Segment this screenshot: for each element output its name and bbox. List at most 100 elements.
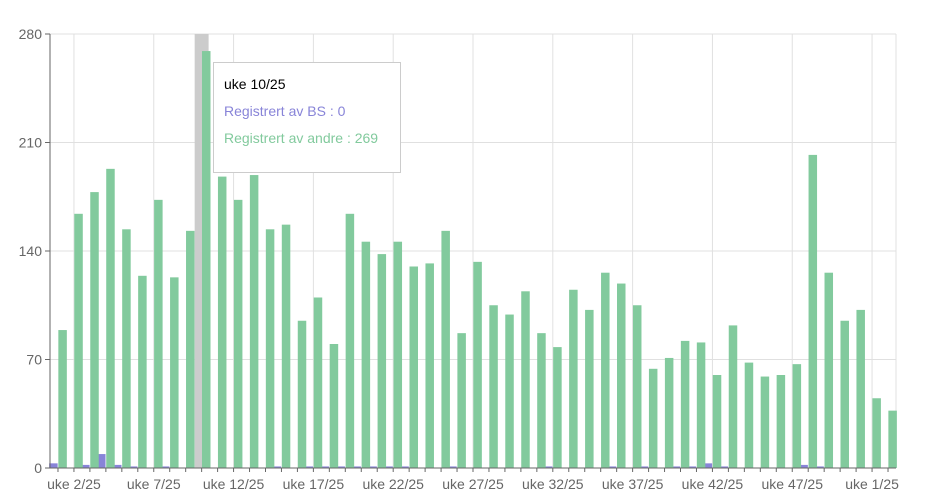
bar-registrert-av-andre[interactable] bbox=[872, 398, 881, 468]
bar-registrert-av-andre[interactable] bbox=[329, 344, 339, 468]
bar-registrert-av-andre[interactable] bbox=[106, 168, 115, 468]
bar-registrert-av-andre[interactable] bbox=[74, 213, 83, 468]
bar-registrert-av-bs[interactable] bbox=[671, 466, 681, 468]
bar-registrert-av-andre[interactable] bbox=[840, 320, 849, 468]
bar-registrert-av-bs[interactable] bbox=[543, 466, 553, 468]
bar-registrert-av-andre[interactable] bbox=[760, 376, 770, 468]
bar-registrert-av-andre[interactable] bbox=[186, 230, 195, 468]
tooltip-line-bs: Registrert av BS : 0 bbox=[224, 103, 346, 119]
bar-registrert-av-bs[interactable] bbox=[336, 466, 345, 468]
x-tick-label: uke 1/25 bbox=[845, 476, 899, 492]
bar-registrert-av-andre[interactable] bbox=[569, 289, 578, 468]
x-tick-label: uke 27/25 bbox=[442, 476, 504, 492]
bar-registrert-av-bs[interactable] bbox=[719, 466, 729, 468]
bar-registrert-av-andre[interactable] bbox=[632, 305, 642, 468]
bar-registrert-av-andre[interactable] bbox=[505, 314, 514, 468]
tooltip-line-andre: Registrert av andre : 269 bbox=[224, 130, 379, 146]
bar-registrert-av-andre[interactable] bbox=[776, 375, 786, 468]
tooltip-title: uke 10/25 bbox=[224, 76, 286, 92]
bar-registrert-av-bs[interactable] bbox=[703, 463, 713, 468]
bar-registrert-av-andre[interactable] bbox=[393, 241, 403, 468]
bar-registrert-av-andre[interactable] bbox=[712, 375, 722, 468]
x-tick-label: uke 2/25 bbox=[47, 476, 101, 492]
bar-registrert-av-bs[interactable] bbox=[352, 466, 361, 468]
bar-registrert-av-andre[interactable] bbox=[553, 347, 562, 468]
bar-registrert-av-andre[interactable] bbox=[489, 305, 498, 468]
bar-registrert-av-andre[interactable] bbox=[281, 224, 291, 468]
bar-registrert-av-andre[interactable] bbox=[585, 309, 594, 468]
bar-registrert-av-bs[interactable] bbox=[400, 466, 409, 468]
bar-registrert-av-bs[interactable] bbox=[112, 464, 122, 468]
bar-registrert-av-bs[interactable] bbox=[607, 466, 617, 468]
bar-registrert-av-andre[interactable] bbox=[297, 320, 307, 468]
bar-registrert-av-bs[interactable] bbox=[799, 464, 808, 468]
chart-tooltip: uke 10/25 Registrert av BS : 0 Registrer… bbox=[213, 62, 401, 173]
x-tick-label: uke 12/25 bbox=[203, 476, 265, 492]
bar-registrert-av-bs[interactable] bbox=[128, 466, 138, 468]
bar-registrert-av-bs[interactable] bbox=[639, 466, 649, 468]
bar-registrert-av-andre[interactable] bbox=[58, 330, 67, 468]
bar-registrert-av-andre[interactable] bbox=[648, 368, 658, 468]
bar-registrert-av-andre[interactable] bbox=[696, 342, 706, 468]
x-tick-label: uke 7/25 bbox=[127, 476, 181, 492]
bar-registrert-av-andre[interactable] bbox=[138, 275, 147, 468]
bar-registrert-av-andre[interactable] bbox=[537, 333, 546, 468]
y-tick-label: 280 bbox=[19, 26, 43, 42]
x-tick-label: uke 17/25 bbox=[283, 476, 345, 492]
bar-registrert-av-bs[interactable] bbox=[320, 466, 329, 468]
y-tick-label: 70 bbox=[26, 352, 42, 368]
bar-registrert-av-bs[interactable] bbox=[97, 454, 106, 468]
bar-registrert-av-andre[interactable] bbox=[170, 277, 179, 468]
bar-registrert-av-andre[interactable] bbox=[409, 266, 419, 469]
bar-registrert-av-andre[interactable] bbox=[824, 272, 834, 468]
bar-registrert-av-bs[interactable] bbox=[49, 463, 58, 468]
bar-registrert-av-bs[interactable] bbox=[384, 466, 393, 468]
bar-registrert-av-andre[interactable] bbox=[521, 291, 530, 468]
bar-registrert-av-andre[interactable] bbox=[473, 261, 482, 468]
x-tick-label: uke 37/25 bbox=[602, 476, 664, 492]
bars-layer bbox=[49, 51, 897, 469]
y-tick-label: 210 bbox=[19, 135, 43, 151]
bar-registrert-av-andre[interactable] bbox=[249, 175, 259, 469]
bar-registrert-av-andre[interactable] bbox=[201, 51, 211, 469]
bar-registrert-av-andre[interactable] bbox=[664, 357, 674, 468]
bar-registrert-av-bs[interactable] bbox=[160, 466, 170, 468]
bar-registrert-av-andre[interactable] bbox=[377, 254, 387, 468]
bar-registrert-av-bs[interactable] bbox=[448, 466, 457, 468]
y-tick-label: 0 bbox=[34, 460, 42, 476]
bar-registrert-av-andre[interactable] bbox=[313, 297, 323, 469]
bar-registrert-av-andre[interactable] bbox=[808, 154, 818, 468]
bar-registrert-av-andre[interactable] bbox=[345, 213, 355, 468]
bar-registrert-av-andre[interactable] bbox=[265, 229, 275, 468]
y-tick-label: 140 bbox=[19, 243, 43, 259]
bar-registrert-av-andre[interactable] bbox=[233, 199, 243, 468]
bar-registrert-av-bs[interactable] bbox=[81, 464, 90, 468]
x-tick-label: uke 32/25 bbox=[522, 476, 584, 492]
bar-registrert-av-andre[interactable] bbox=[601, 272, 610, 468]
bar-registrert-av-andre[interactable] bbox=[856, 309, 865, 468]
bar-registrert-av-andre[interactable] bbox=[617, 283, 626, 468]
bar-registrert-av-bs[interactable] bbox=[304, 466, 314, 468]
axis-layer: 0 70 140 210 280 uke 2/25 uke 7/25 uke 12/25 uke… bbox=[19, 26, 899, 492]
bar-registrert-av-bs[interactable] bbox=[815, 466, 824, 468]
bar-registrert-av-bs[interactable] bbox=[272, 466, 282, 468]
bar-registrert-av-andre[interactable] bbox=[457, 333, 466, 468]
bar-registrert-av-andre[interactable] bbox=[154, 199, 163, 468]
x-tick-label: uke 42/25 bbox=[682, 476, 744, 492]
bar-registrert-av-andre[interactable] bbox=[425, 263, 434, 468]
bar-registrert-av-andre[interactable] bbox=[122, 229, 131, 468]
bar-registrert-av-andre[interactable] bbox=[441, 230, 450, 468]
bar-registrert-av-andre[interactable] bbox=[90, 192, 99, 468]
bar-registrert-av-andre[interactable] bbox=[217, 176, 227, 468]
x-tick-label: uke 47/25 bbox=[761, 476, 823, 492]
bar-registrert-av-andre[interactable] bbox=[728, 325, 738, 468]
bar-registrert-av-bs[interactable] bbox=[687, 466, 697, 468]
bar-registrert-av-andre[interactable] bbox=[744, 362, 754, 468]
x-tick-label: uke 22/25 bbox=[362, 476, 424, 492]
bar-registrert-av-andre[interactable] bbox=[888, 410, 897, 468]
bar-registrert-av-andre[interactable] bbox=[680, 340, 690, 468]
bar-registrert-av-bs[interactable] bbox=[368, 466, 377, 468]
bar-registrert-av-andre[interactable] bbox=[361, 241, 371, 468]
bar-registrert-av-andre[interactable] bbox=[792, 364, 802, 468]
